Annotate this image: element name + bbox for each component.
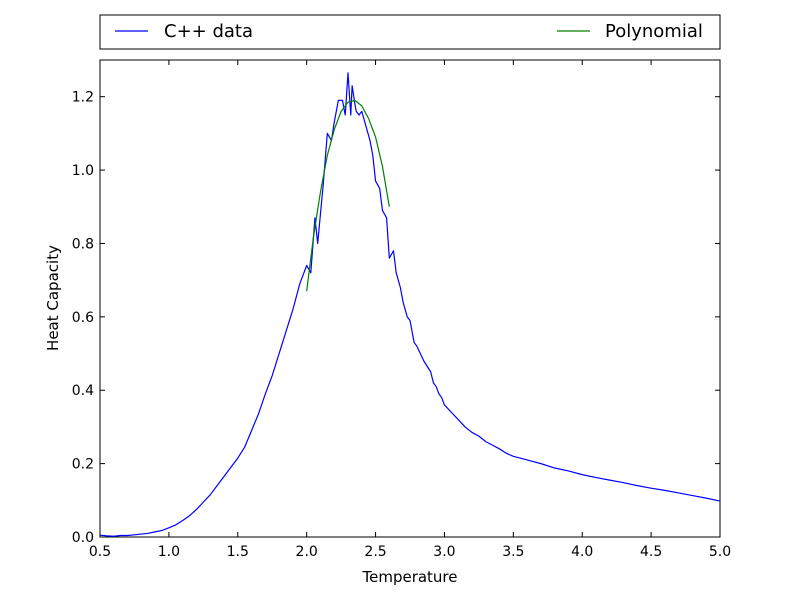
x-tick-label: 3.0 bbox=[433, 544, 455, 560]
legend-frame bbox=[99, 14, 721, 50]
x-tick-label: 2.5 bbox=[364, 544, 386, 560]
legend: C++ data Polynomial bbox=[99, 14, 721, 50]
x-ticks: 0.5 1.0 1.5 2.0 2.5 3.0 3.5 4.0 4.5 5.0 bbox=[89, 60, 731, 560]
x-tick-label: 4.0 bbox=[571, 544, 593, 560]
x-tick-label: 1.5 bbox=[227, 544, 249, 560]
x-tick-label: 1.0 bbox=[158, 544, 180, 560]
series-layer bbox=[99, 72, 721, 537]
y-tick-label: 1.0 bbox=[72, 163, 94, 179]
series-line-polynomial bbox=[306, 99, 390, 292]
plot-area: 0.5 1.0 1.5 2.0 2.5 3.0 3.5 4.0 4.5 5.0 0.0 0.2 0.4… bbox=[72, 59, 731, 560]
x-tick-label: 0.5 bbox=[89, 544, 111, 560]
x-axis-label: Temperature bbox=[361, 568, 457, 586]
y-tick-label: 1.2 bbox=[72, 90, 94, 106]
plot-frame bbox=[99, 59, 721, 538]
series-line-c-data bbox=[99, 72, 721, 537]
y-tick-label: 0.6 bbox=[72, 310, 94, 326]
x-tick-label: 2.0 bbox=[296, 544, 318, 560]
y-tick-label: 0.2 bbox=[72, 457, 94, 473]
y-tick-label: 0.0 bbox=[72, 530, 94, 546]
y-ticks: 0.0 0.2 0.4 0.6 0.8 1.0 1.2 bbox=[72, 90, 720, 546]
legend-label-polynomial: Polynomial bbox=[605, 21, 703, 42]
y-tick-label: 0.4 bbox=[72, 383, 94, 399]
x-tick-label: 3.5 bbox=[502, 544, 524, 560]
y-axis-label: Heat Capacity bbox=[44, 245, 62, 351]
legend-label-cpp-data: C++ data bbox=[164, 21, 253, 42]
x-tick-label: 5.0 bbox=[709, 544, 731, 560]
y-tick-label: 0.8 bbox=[72, 236, 94, 252]
x-tick-label: 4.5 bbox=[640, 544, 662, 560]
